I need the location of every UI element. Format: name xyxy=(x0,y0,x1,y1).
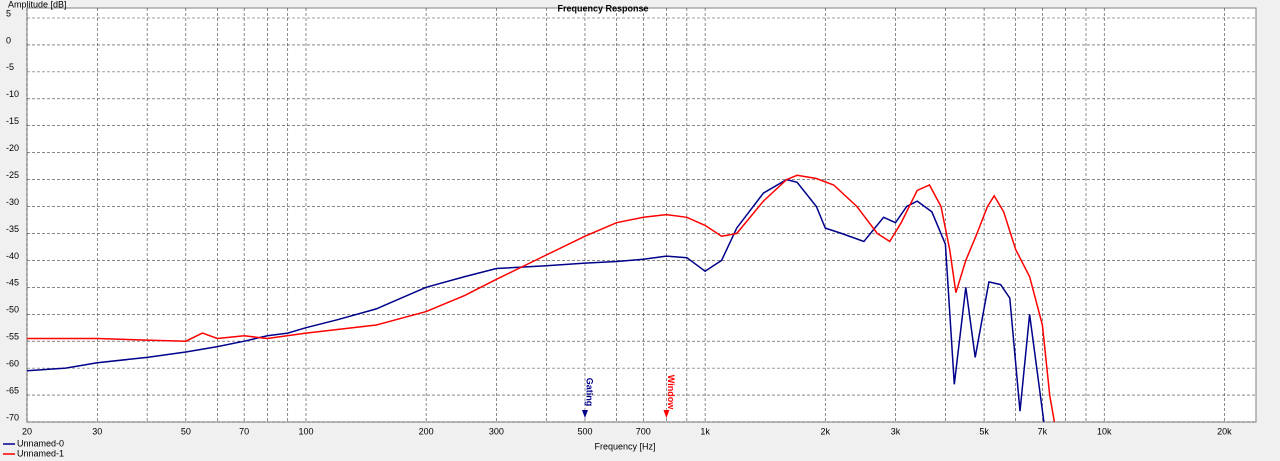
y-tick-label: -60 xyxy=(6,359,19,369)
x-tick-label: 700 xyxy=(636,426,651,436)
y-axis-label: Amplitude [dB] xyxy=(8,0,67,9)
x-tick-label: 70 xyxy=(239,426,249,436)
y-tick-label: -30 xyxy=(6,197,19,207)
x-tick-label: 1k xyxy=(700,426,710,436)
x-tick-label: 3k xyxy=(891,426,901,436)
x-tick-label: 20 xyxy=(22,426,32,436)
annotation-label: Gating xyxy=(585,378,595,407)
x-tick-label: 5k xyxy=(979,426,989,436)
x-tick-label: 20k xyxy=(1217,426,1232,436)
y-tick-label: -40 xyxy=(6,251,19,261)
series-line xyxy=(27,174,1056,422)
plot-area xyxy=(26,7,1257,423)
y-tick-label: -45 xyxy=(6,278,19,288)
x-tick-label: 30 xyxy=(92,426,102,436)
x-tick-label: 500 xyxy=(577,426,592,436)
y-tick-label: -5 xyxy=(6,62,14,72)
y-tick-label: 5 xyxy=(6,8,11,18)
y-tick-label: -10 xyxy=(6,89,19,99)
y-tick-label: -50 xyxy=(6,305,19,315)
annotation-marker xyxy=(663,410,670,418)
y-tick-label: -65 xyxy=(6,385,19,395)
y-tick-label: -70 xyxy=(6,412,19,422)
y-tick-label: -20 xyxy=(6,143,19,153)
y-tick-label: -35 xyxy=(6,224,19,234)
annotation-label: Window xyxy=(666,375,676,410)
y-tick-label: -25 xyxy=(6,170,19,180)
x-tick-label: 50 xyxy=(181,426,191,436)
x-tick-label: 300 xyxy=(489,426,504,436)
y-tick-label: -15 xyxy=(6,116,19,126)
x-tick-label: 100 xyxy=(298,426,313,436)
legend-label: Unnamed-0 xyxy=(17,438,64,448)
y-tick-label: 0 xyxy=(6,35,11,45)
x-tick-label: 7k xyxy=(1038,426,1048,436)
x-tick-label: 2k xyxy=(821,426,831,436)
legend-label: Unnamed-1 xyxy=(17,448,64,458)
chart-title: Frequency Response xyxy=(557,3,648,13)
x-axis-label: Frequency [Hz] xyxy=(594,441,655,451)
y-tick-label: -55 xyxy=(6,332,19,342)
series-line xyxy=(27,178,1045,422)
annotation-marker xyxy=(581,410,588,418)
x-tick-label: 10k xyxy=(1097,426,1112,436)
x-tick-label: 200 xyxy=(419,426,434,436)
